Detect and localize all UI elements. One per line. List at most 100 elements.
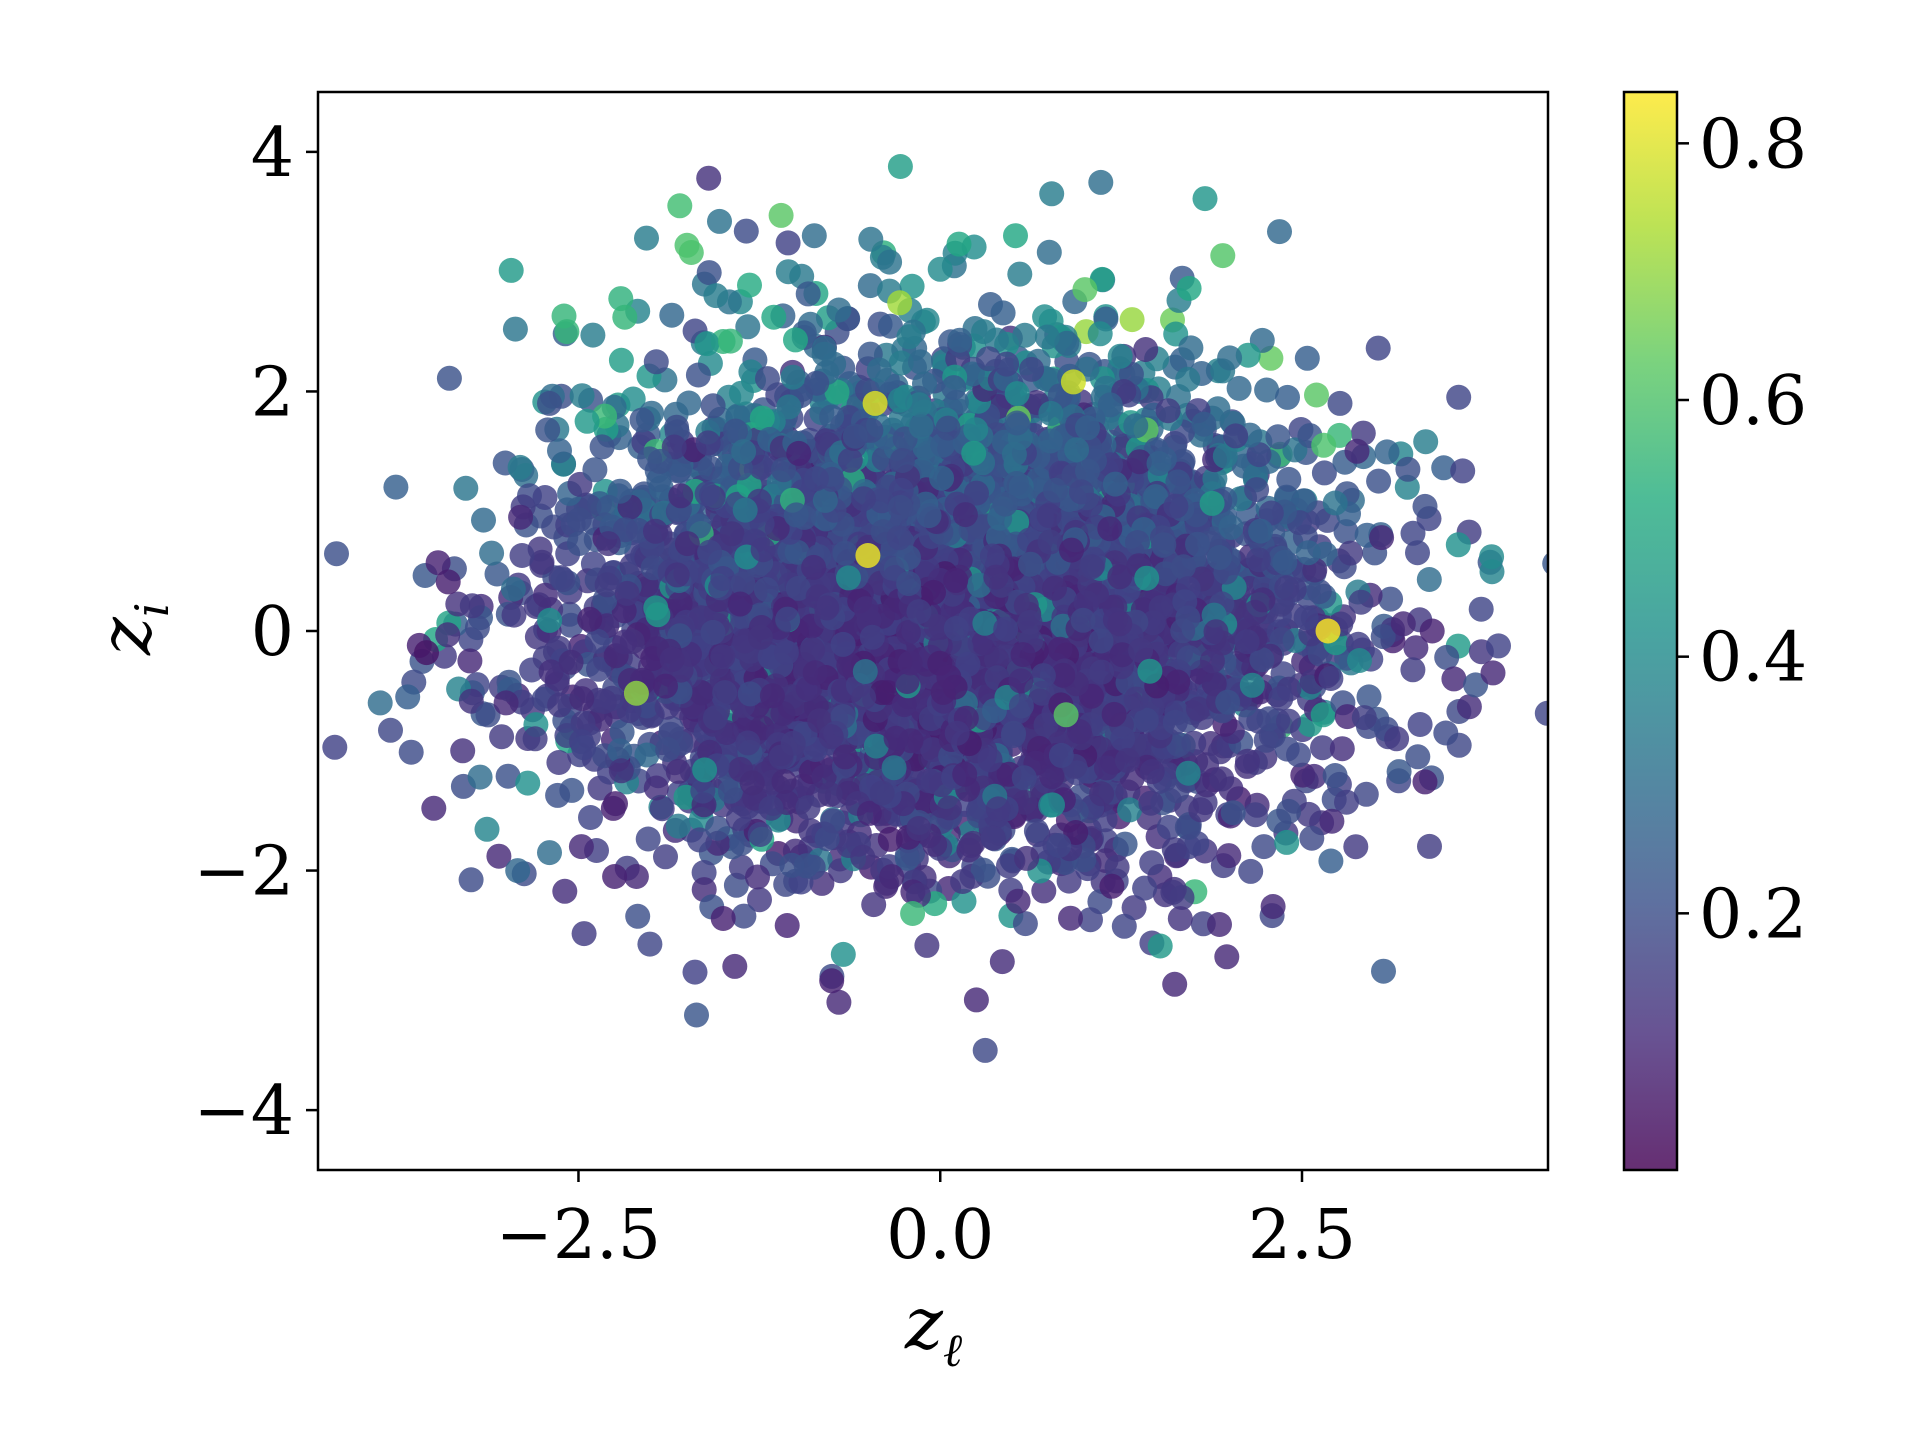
scatter-point (1123, 413, 1149, 439)
scatter-point (1301, 763, 1327, 789)
scatter-point (951, 888, 977, 914)
scatter-point (1056, 868, 1082, 894)
scatter-point (960, 830, 986, 856)
scatter-point (1038, 400, 1064, 426)
scatter-point (474, 816, 500, 842)
scatter-point (857, 273, 883, 299)
scatter-point (737, 272, 762, 298)
scatter-point (1032, 304, 1058, 330)
scatter-point (1353, 781, 1379, 807)
scatter-point (502, 316, 528, 342)
scatter-point (1553, 666, 1578, 691)
scatter-point (1087, 321, 1113, 347)
scatter-point (1088, 169, 1114, 195)
scatter-point (322, 734, 348, 760)
scatter-point (735, 314, 761, 340)
scatter-point (1238, 858, 1264, 884)
scatter-point (532, 582, 558, 608)
scatter-point (649, 796, 675, 822)
scatter-point (1139, 850, 1165, 876)
scatter-point (728, 380, 754, 406)
scatter-point (1598, 640, 1623, 665)
scatter-point (557, 601, 583, 627)
scatter-point (484, 561, 510, 587)
scatter-point (609, 719, 635, 745)
scatter-point (989, 949, 1015, 975)
scatter-point (552, 878, 578, 904)
scatter-point (1165, 469, 1191, 495)
scatter-point (1253, 727, 1279, 753)
scatter-point (1156, 814, 1182, 840)
scatter-point (684, 1002, 709, 1028)
scatter-point (1036, 239, 1062, 265)
scatter-point (1310, 735, 1335, 761)
scatter-point (755, 366, 780, 392)
scatter-point (547, 438, 572, 464)
scatter-point (1169, 885, 1195, 910)
scatter-point (1417, 833, 1442, 859)
scatter-point (1366, 468, 1392, 494)
scatter-point (571, 921, 597, 947)
scatter-point (888, 407, 914, 433)
scatter-point (1450, 458, 1476, 484)
scatter-point (696, 260, 722, 286)
scatter-point (1104, 854, 1130, 880)
scatter-point (666, 457, 692, 483)
scatter-point (775, 230, 801, 256)
scatter-point (1099, 873, 1125, 899)
scatter-point (1132, 875, 1158, 901)
scatter-point (745, 864, 770, 890)
scatter-point (634, 742, 660, 768)
scatter-point (578, 805, 603, 830)
scatter-point (1256, 706, 1282, 732)
scatter-point (1034, 324, 1060, 350)
scatter-point (1111, 913, 1137, 939)
scatter-point (535, 417, 561, 443)
scatter-point (435, 622, 461, 648)
scatter-point (887, 154, 913, 179)
scatter-point (1446, 384, 1472, 410)
scatter-point (1112, 831, 1138, 857)
scatter-point (489, 724, 515, 750)
scatter-point (717, 778, 743, 804)
scatter-point (1166, 732, 1192, 757)
scatter-point (1005, 888, 1031, 914)
scatter-point (1251, 834, 1277, 860)
scatter-point (546, 750, 572, 775)
scatter-point (589, 434, 615, 460)
scatter-point (566, 531, 592, 556)
scatter-point (861, 892, 887, 918)
scatter-point (731, 903, 757, 929)
scatter-point (877, 826, 903, 852)
scatter-point (1121, 895, 1147, 921)
scatter-point (1351, 705, 1377, 731)
scatter-point (972, 1037, 998, 1063)
scatter-point (653, 844, 678, 870)
scatter-point (1413, 429, 1439, 455)
scatter-point (1296, 801, 1322, 827)
scatter-point (1117, 797, 1143, 823)
scatter-point (1244, 477, 1270, 503)
scatter-point (1023, 818, 1049, 844)
scatter-point (545, 782, 571, 808)
scatter-point (1343, 834, 1369, 860)
scatter-point (1322, 490, 1348, 516)
scatter-point (1291, 488, 1317, 514)
scatter-point (586, 656, 611, 682)
scatter-point (453, 475, 479, 501)
scatter-point (1356, 684, 1382, 710)
scatter-point (914, 932, 940, 958)
scatter-point (1012, 911, 1038, 937)
scatter-point (1058, 905, 1083, 931)
scatter-point (1286, 742, 1311, 768)
scatter-point (547, 692, 573, 718)
scatter-point (685, 362, 711, 388)
scatter-point (1403, 635, 1429, 661)
scatter-point (1054, 330, 1080, 356)
scatter-point (1226, 375, 1252, 401)
scatter-point (1456, 694, 1482, 720)
scatter-point (1242, 802, 1268, 828)
scatter-point (569, 383, 595, 409)
